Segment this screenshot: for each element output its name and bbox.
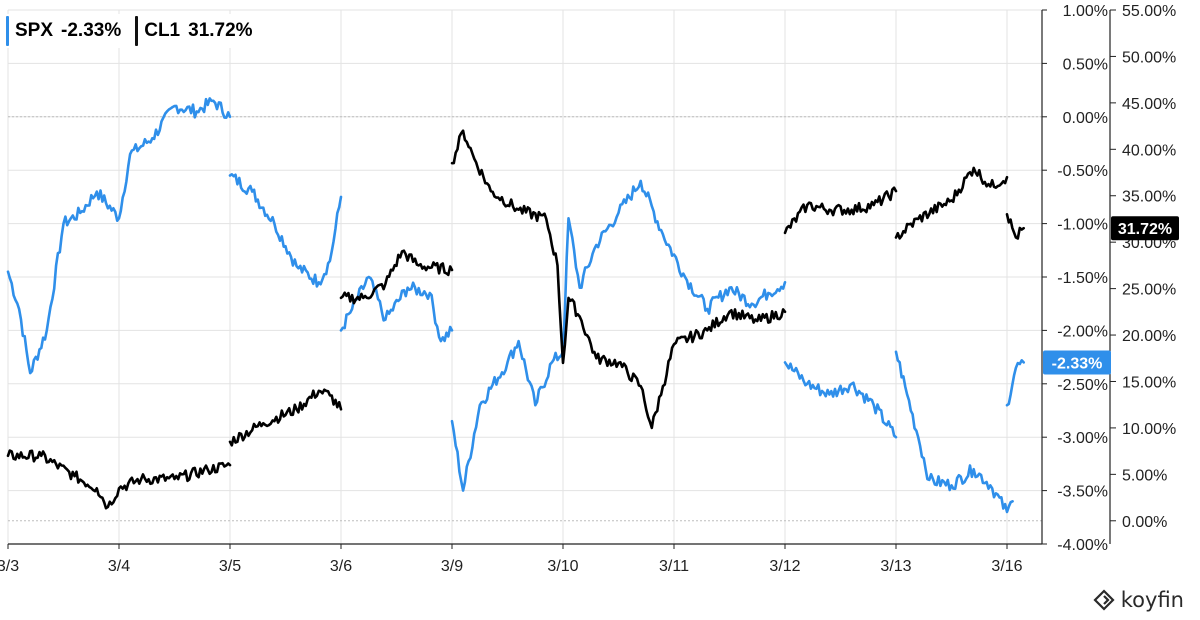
right-tick-label: 45.00% <box>1122 96 1176 113</box>
koyfin-logo-icon <box>1093 589 1115 611</box>
right-tick-label: 10.00% <box>1122 421 1176 438</box>
legend-name-spx: SPX <box>15 20 54 41</box>
left-tick-label: -2.00% <box>1057 323 1108 340</box>
last-value-tag-cl1 <box>1111 216 1179 241</box>
x-tick-label: 3/4 <box>108 558 130 575</box>
right-tick-label: 35.00% <box>1122 189 1176 206</box>
right-tick-label: 40.00% <box>1122 142 1176 159</box>
legend-value-spx: -2.33% <box>61 20 122 41</box>
series-line-spx <box>339 275 454 343</box>
last-value-label-cl1: 31.72% <box>1118 221 1172 238</box>
koyfin-brand: koyfin <box>1093 588 1184 612</box>
x-tick-label: 3/11 <box>659 558 689 575</box>
right-tick-label: 15.00% <box>1122 374 1176 391</box>
legend-swatch-spx <box>6 16 9 46</box>
legend-item-cl1[interactable]: CL1 31.72% <box>135 16 253 46</box>
legend-item-spx[interactable]: SPX -2.33% <box>6 16 121 46</box>
x-tick-label: 3/12 <box>769 558 800 575</box>
legend-name-cl1: CL1 <box>144 20 181 41</box>
brand-name: koyfin <box>1120 588 1184 612</box>
right-tick-label: 50.00% <box>1122 49 1176 66</box>
right-tick-label: 55.00% <box>1122 3 1176 20</box>
series-line-cl1 <box>1005 213 1025 240</box>
right-tick-label: 5.00% <box>1122 467 1167 484</box>
x-tick-label: 3/10 <box>547 558 578 575</box>
series-line-spx <box>783 361 898 439</box>
left-tick-label: -4.00% <box>1057 537 1108 554</box>
x-tick-label: 3/13 <box>880 558 911 575</box>
series-line-cl1 <box>894 166 1009 240</box>
x-tick-label: 3/9 <box>441 558 463 575</box>
right-tick-label: 25.00% <box>1122 282 1176 299</box>
series-line-cl1 <box>450 129 787 430</box>
left-tick-label: -1.00% <box>1057 217 1108 234</box>
series-line-cl1 <box>783 186 898 235</box>
left-tick-label: -2.50% <box>1057 377 1108 394</box>
left-tick-label: 1.00% <box>1063 3 1108 20</box>
x-tick-label: 3/16 <box>991 558 1022 575</box>
series-line-spx <box>228 173 343 288</box>
left-tick-label: 0.50% <box>1063 56 1108 73</box>
right-tick-label: 20.00% <box>1122 328 1176 345</box>
last-value-label-spx: -2.33% <box>1052 355 1103 372</box>
left-tick-label: -0.50% <box>1057 163 1108 180</box>
series-line-cl1 <box>6 449 232 510</box>
x-tick-label: 3/5 <box>219 558 241 575</box>
series-line-cl1 <box>339 249 454 305</box>
last-value-tag-spx <box>1043 350 1111 375</box>
right-tick-label: 0.00% <box>1122 514 1167 531</box>
chart-legend: SPX -2.33% CL1 31.72% <box>6 14 267 48</box>
left-tick-label: -3.50% <box>1057 484 1108 501</box>
legend-value-cl1: 31.72% <box>188 20 253 41</box>
series-line-spx <box>450 179 787 492</box>
series-line-spx <box>894 350 1014 514</box>
legend-swatch-cl1 <box>135 16 139 46</box>
series-line-spx <box>1005 359 1025 407</box>
left-tick-label: -3.00% <box>1057 430 1108 447</box>
series-line-spx <box>6 97 232 375</box>
x-tick-label: 3/3 <box>0 558 19 575</box>
left-tick-label: 0.00% <box>1063 110 1108 127</box>
series-line-cl1 <box>228 388 343 447</box>
left-tick-label: -1.50% <box>1057 270 1108 287</box>
x-tick-label: 3/6 <box>330 558 352 575</box>
